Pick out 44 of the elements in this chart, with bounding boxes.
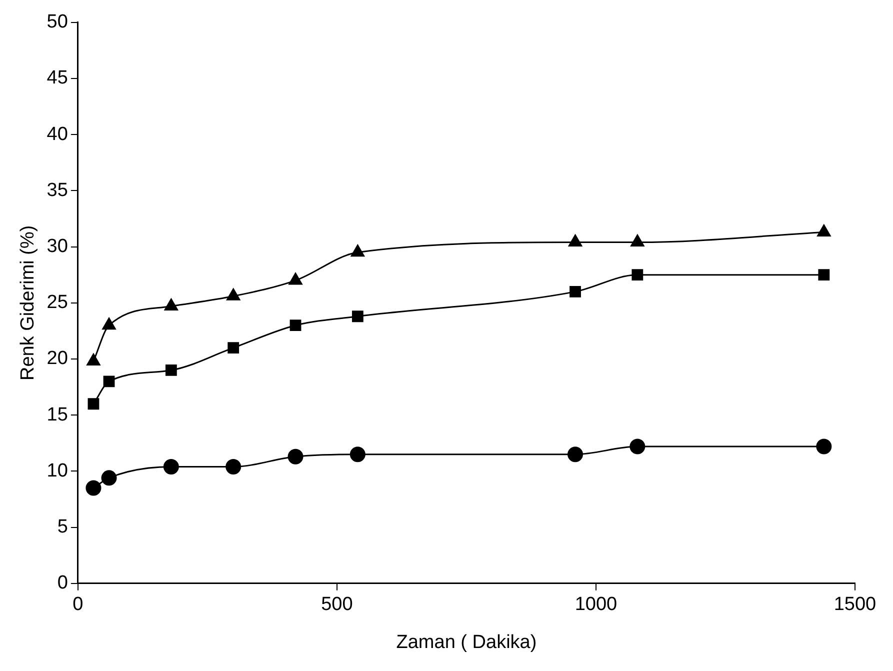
point [163,458,179,474]
point [817,224,831,236]
point [568,446,584,462]
y-tick-label: 45 [46,68,68,89]
y-tick-label: 20 [46,348,68,370]
y-axis-title: Renk Giderimi (%) [18,225,39,380]
x-tick-label: 500 [321,594,353,616]
x-tick-label: 1000 [574,594,618,616]
point [102,318,116,330]
point [350,244,364,257]
point [288,272,302,285]
y-tick-label: 5 [57,516,68,538]
point [88,398,100,410]
y-tick-label: 25 [46,292,68,314]
point [352,310,364,322]
point [165,364,177,376]
point [816,438,832,454]
point [290,320,302,332]
point [86,480,102,496]
point [103,376,115,388]
x-tick-label: 1500 [834,594,876,616]
point [568,234,582,247]
point [226,458,242,474]
y-tick-label: 10 [46,460,68,482]
point [164,298,178,311]
point [228,342,240,354]
y-tick-label: 0 [57,572,68,594]
point [630,438,646,454]
point [630,234,644,247]
y-tick-label: 15 [46,404,68,426]
point [818,269,830,281]
point [288,448,304,464]
y-tick-label: 40 [46,124,68,145]
point [86,353,100,366]
y-tick-label: 35 [46,180,68,201]
point [632,269,644,281]
point [226,288,240,300]
point [570,286,581,298]
y-tick-label: 50 [46,12,68,33]
point [101,470,117,486]
y-tick-label: 30 [46,236,68,258]
x-axis-title: Zaman ( Dakika) [396,632,537,653]
x-tick-label: 0 [72,594,84,616]
point [350,446,366,462]
